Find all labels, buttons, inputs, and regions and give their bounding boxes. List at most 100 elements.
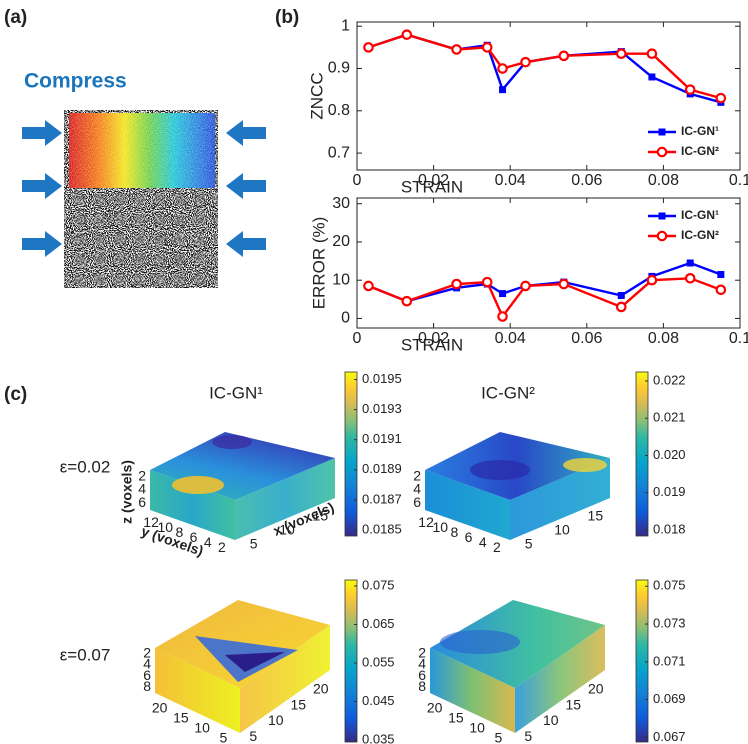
y-tick-label: 0.8 xyxy=(328,102,350,119)
x-tick-label: 5 xyxy=(524,728,532,744)
x-tick-label: 20 xyxy=(588,681,604,697)
compress-arrows xyxy=(22,120,266,257)
colorbar-tick-label: 0.020 xyxy=(653,447,686,462)
z-tick-label: 6 xyxy=(143,667,151,683)
y-tick-label: 2 xyxy=(493,539,501,555)
y-tick-label: 12 xyxy=(143,514,159,530)
y-axis-label: ERROR (%) xyxy=(309,217,328,310)
y-tick-label: 20 xyxy=(152,700,168,716)
x-tick-label: 0.02 xyxy=(418,172,449,189)
marker xyxy=(401,295,413,307)
z-tick-label: 6 xyxy=(413,494,421,510)
y-tick-label: 10 xyxy=(469,720,485,736)
column-title: IC-GN¹ xyxy=(209,383,263,402)
z-tick-label: 2 xyxy=(418,644,426,660)
z-tick-label: 6 xyxy=(138,494,146,510)
legend-label: IC-GN¹ xyxy=(681,124,719,138)
colorbar-tick-label: 0.035 xyxy=(362,731,395,744)
row-label: ε=0.02 xyxy=(60,457,111,476)
y-tick-label: 5 xyxy=(494,730,502,744)
z-axis-label: z (voxels) xyxy=(119,460,135,524)
colorbar-tick-label: 0.021 xyxy=(653,410,686,425)
z-tick-label: 4 xyxy=(413,481,421,497)
surface-side xyxy=(150,470,235,540)
legend-label: IC-GN¹ xyxy=(681,208,719,222)
colorbar-tick-label: 0.055 xyxy=(362,654,395,669)
marker xyxy=(684,84,696,95)
series-line xyxy=(368,33,722,100)
x-tick-label: 0.04 xyxy=(495,172,526,189)
marker xyxy=(499,86,507,94)
legend-label: IC-GN² xyxy=(681,228,719,242)
surface-feature xyxy=(225,652,285,672)
x-tick-label: 15 xyxy=(565,696,581,712)
row-label: ε=0.07 xyxy=(60,645,111,664)
surface-feature xyxy=(470,460,530,480)
surface-side xyxy=(510,458,610,540)
y-tick-label: 8 xyxy=(176,524,184,540)
colorbar xyxy=(344,371,358,537)
legend-marker xyxy=(658,128,666,136)
plot-frame xyxy=(356,197,741,329)
x-tick-label: 5 xyxy=(249,728,257,744)
panel-label: (b) xyxy=(275,7,299,28)
marker xyxy=(646,48,658,60)
x-tick-label: 10 xyxy=(543,712,559,728)
legend-marker xyxy=(656,146,668,158)
colorbar-tick-label: 0.0195 xyxy=(362,371,402,386)
colorbar-tick-label: 0.071 xyxy=(653,653,686,668)
x-tick-label: 0.04 xyxy=(495,330,526,347)
x-tick-label: 0.02 xyxy=(418,330,449,347)
panel-label: (a) xyxy=(4,7,27,28)
colorbar-tick-label: 0.022 xyxy=(653,372,686,387)
surface-side xyxy=(240,625,330,733)
x-tick-label: 0 xyxy=(353,330,362,347)
colorbar-tick-label: 0.069 xyxy=(653,691,686,706)
x-tick-label: 10 xyxy=(268,712,284,728)
y-tick-label: 10 xyxy=(332,271,350,288)
x-tick-label: 15 xyxy=(290,696,306,712)
colorbar-tick-label: 0.067 xyxy=(653,729,686,744)
y-tick-label: 4 xyxy=(479,534,487,550)
z-tick-label: 4 xyxy=(143,656,151,672)
speckle-image xyxy=(64,110,218,288)
surface-side xyxy=(515,625,605,733)
colorbar-tick-label: 0.073 xyxy=(653,615,686,630)
y-tick-label: 1 xyxy=(341,17,350,34)
marker xyxy=(646,274,658,286)
surface-side xyxy=(425,470,510,540)
marker xyxy=(715,92,727,104)
y-tick-label: 8 xyxy=(451,524,459,540)
marker xyxy=(499,290,507,298)
x-tick-label: 15 xyxy=(313,508,329,524)
marker xyxy=(363,280,374,292)
marker xyxy=(615,48,627,60)
legend-label: IC-GN² xyxy=(681,144,719,158)
x-tick-label: 0.08 xyxy=(648,172,679,189)
marker xyxy=(648,73,656,81)
y-tick-label: 5 xyxy=(219,730,227,744)
colorbar-tick-label: 0.045 xyxy=(362,693,395,708)
plot-frame xyxy=(356,21,741,171)
colorbar-tick-label: 0.065 xyxy=(362,616,395,631)
z-tick-label: 8 xyxy=(418,678,426,694)
marker xyxy=(497,63,508,74)
y-tick-label: 10 xyxy=(194,720,210,736)
colorbar xyxy=(344,579,358,743)
y-tick-label: 15 xyxy=(448,710,464,726)
y-axis-label: ZNCC xyxy=(307,72,326,119)
colorbar xyxy=(635,371,649,537)
x-axis-label: STRAIN xyxy=(401,335,463,354)
colorbar-tick-label: 0.075 xyxy=(653,578,686,593)
marker xyxy=(684,272,696,284)
y-tick-label: 0 xyxy=(341,310,350,327)
y-tick-label: 6 xyxy=(465,529,473,545)
marker xyxy=(717,270,725,278)
z-tick-label: 6 xyxy=(418,667,426,683)
x-tick-label: 0.06 xyxy=(571,330,602,347)
column-title: IC-GN² xyxy=(481,383,535,402)
marker xyxy=(686,259,694,267)
x-tick-label: 0.1 xyxy=(729,330,748,347)
y-tick-label: 10 xyxy=(432,519,448,535)
